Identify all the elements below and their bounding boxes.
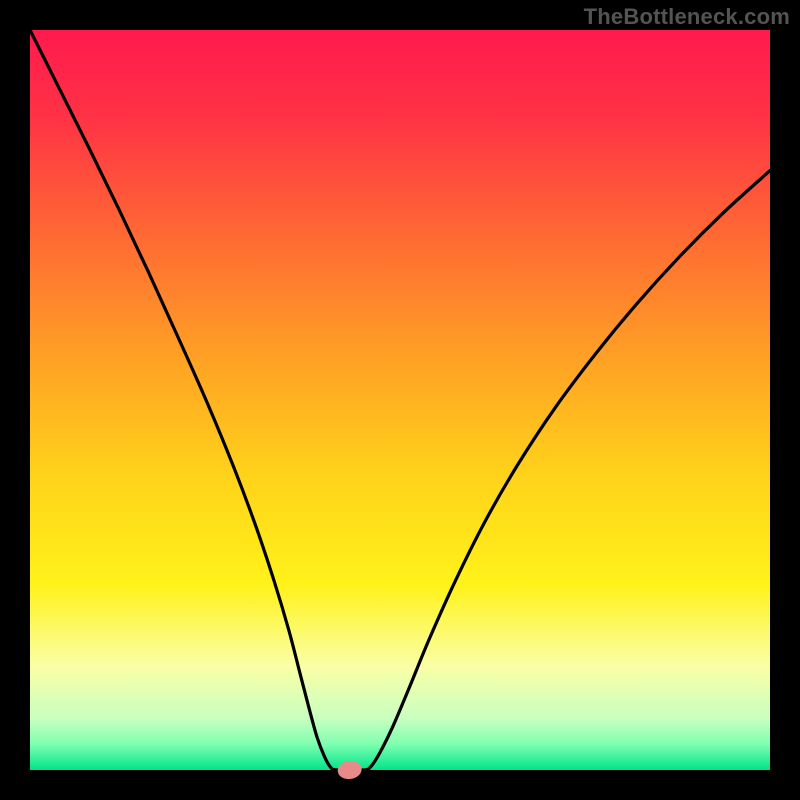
watermark-text: TheBottleneck.com (584, 4, 790, 30)
chart-frame: TheBottleneck.com (0, 0, 800, 800)
bottleneck-chart (0, 0, 800, 800)
plot-background (30, 30, 770, 770)
